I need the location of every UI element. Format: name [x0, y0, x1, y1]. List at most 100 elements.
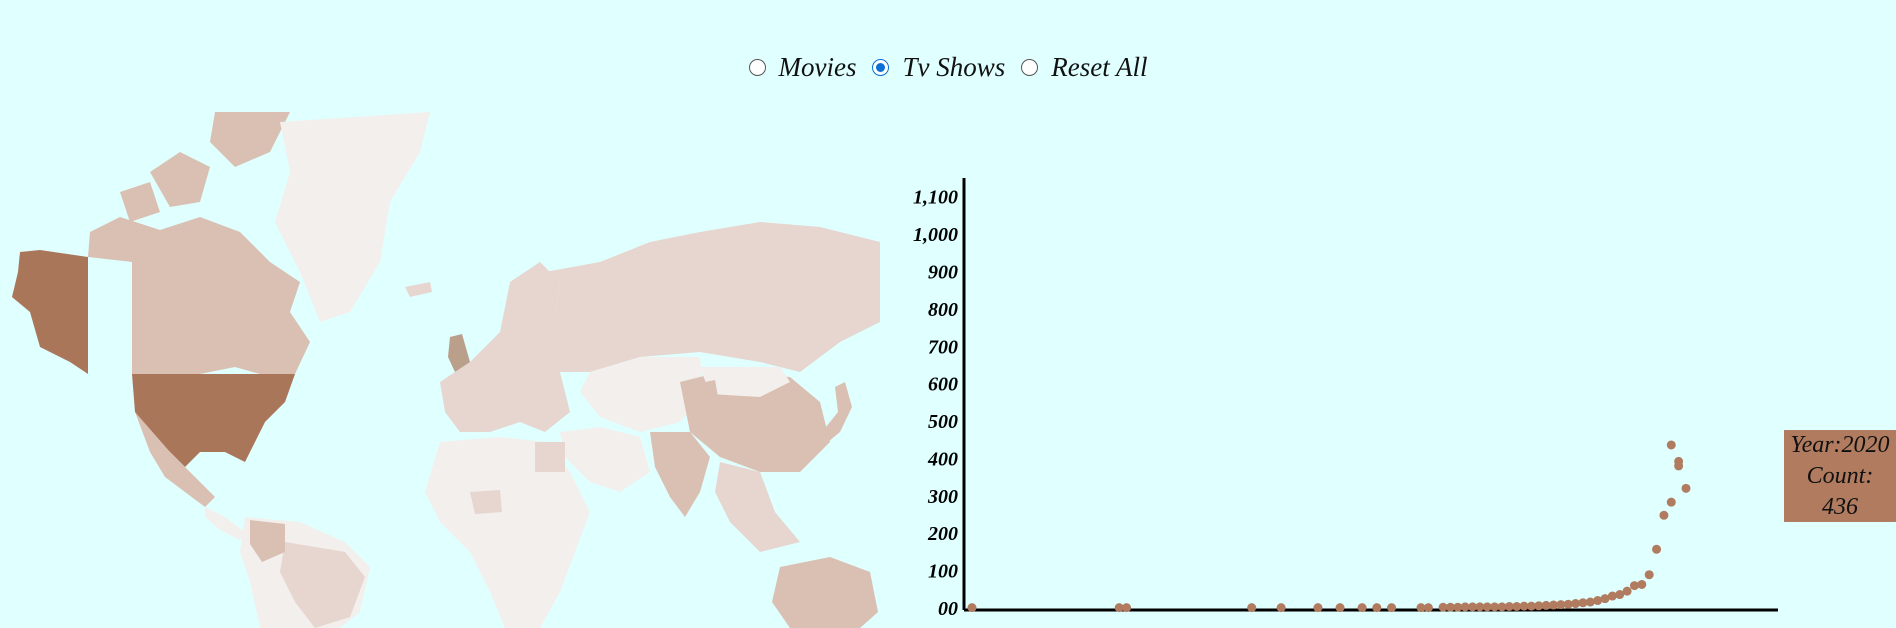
data-point[interactable] — [1247, 603, 1257, 613]
tooltip-year: Year:2020 — [1790, 432, 1890, 458]
data-point[interactable] — [1468, 602, 1478, 612]
data-point[interactable] — [1372, 603, 1382, 613]
reset-all-option[interactable]: Reset All — [1021, 52, 1147, 83]
content-type-selector: Movies Tv Shows Reset All — [0, 52, 1896, 83]
country-alaska[interactable] — [12, 250, 88, 374]
data-point[interactable] — [1475, 602, 1485, 612]
data-point[interactable] — [1593, 596, 1603, 606]
region-africa[interactable] — [425, 437, 590, 628]
data-point[interactable] — [1387, 603, 1397, 613]
country-mongolia[interactable] — [700, 367, 790, 397]
data-point[interactable] — [1460, 602, 1470, 612]
y-tick-label: 00 — [938, 598, 958, 620]
y-tick-label: 900 — [928, 261, 958, 283]
world-map — [12, 112, 880, 628]
country-colombia[interactable] — [250, 520, 285, 562]
data-point[interactable] — [1659, 510, 1669, 520]
region-europe[interactable] — [440, 312, 570, 432]
point-tooltip: Year:2020 Count: 436 — [1784, 430, 1896, 522]
data-point[interactable] — [1534, 601, 1544, 611]
data-point[interactable] — [1416, 603, 1426, 613]
data-point[interactable] — [1585, 597, 1595, 607]
data-point[interactable] — [1122, 603, 1132, 613]
data-point[interactable] — [1519, 601, 1529, 611]
y-tick-label: 100 — [928, 561, 958, 583]
movies-label: Movies — [778, 52, 857, 82]
y-tick-label: 500 — [928, 411, 958, 433]
country-arctic-islands[interactable] — [120, 112, 290, 222]
data-point[interactable] — [1578, 598, 1588, 608]
data-point[interactable] — [1497, 602, 1507, 612]
tv-shows-option[interactable]: Tv Shows — [872, 52, 1005, 83]
data-point[interactable] — [1114, 603, 1124, 613]
data-point[interactable] — [1607, 591, 1617, 601]
data-point[interactable] — [1313, 603, 1323, 613]
country-mexico[interactable] — [135, 412, 215, 507]
y-tick-label: 200 — [927, 523, 958, 545]
region-central-america[interactable] — [205, 507, 245, 540]
data-point[interactable] — [1357, 603, 1367, 613]
data-point[interactable] — [1563, 599, 1573, 609]
tooltip-count-value: 436 — [1822, 494, 1858, 520]
country-egypt[interactable] — [535, 442, 565, 472]
y-axis-ticks: 00 100 200 300 400 500 600 700 800 900 1,000 1,100 — [913, 187, 958, 620]
tv-shows-label: Tv Shows — [902, 52, 1006, 82]
data-point[interactable] — [1526, 601, 1536, 611]
country-japan[interactable] — [822, 382, 852, 442]
data-point[interactable] — [1453, 602, 1463, 612]
data-point[interactable] — [1637, 579, 1647, 589]
country-greenland[interactable] — [275, 112, 430, 322]
data-point[interactable] — [1600, 594, 1610, 604]
y-tick-label: 800 — [928, 299, 958, 321]
movies-radio[interactable] — [748, 59, 766, 76]
data-point[interactable] — [1438, 602, 1448, 612]
data-point[interactable] — [1652, 544, 1662, 554]
country-usa[interactable] — [132, 374, 295, 467]
data-point[interactable] — [967, 603, 977, 613]
data-points — [967, 440, 1691, 613]
y-tick-label: 400 — [927, 448, 958, 470]
country-australia[interactable] — [772, 557, 878, 628]
country-uk[interactable] — [448, 334, 470, 372]
country-new-zealand[interactable] — [705, 380, 718, 402]
movies-option[interactable]: Movies — [748, 52, 857, 83]
y-tick-label: 700 — [928, 336, 958, 358]
data-point[interactable] — [1622, 586, 1632, 596]
data-point[interactable] — [1644, 570, 1654, 580]
data-point[interactable] — [1549, 600, 1559, 610]
data-point[interactable] — [1571, 599, 1581, 609]
country-india[interactable] — [650, 432, 710, 517]
data-point[interactable] — [1335, 603, 1345, 613]
scatter-chart: 00 100 200 300 400 500 600 700 800 900 1,000 1,100 — [913, 178, 1778, 620]
country-scandinavia[interactable] — [500, 262, 560, 332]
country-russia[interactable] — [545, 222, 880, 372]
data-point[interactable] — [1666, 440, 1676, 450]
reset-all-label: Reset All — [1051, 52, 1148, 82]
y-tick-label: 1,000 — [913, 224, 958, 246]
reset-all-radio[interactable] — [1021, 59, 1039, 76]
y-tick-label: 1,100 — [913, 187, 958, 209]
region-southeast-asia[interactable] — [715, 462, 800, 552]
data-point[interactable] — [1423, 603, 1433, 613]
data-point[interactable] — [1504, 602, 1514, 612]
data-point[interactable] — [1674, 456, 1684, 466]
data-point[interactable] — [1615, 590, 1625, 600]
country-iceland[interactable] — [405, 282, 432, 297]
data-point[interactable] — [1556, 600, 1566, 610]
data-point[interactable] — [1681, 483, 1691, 493]
region-middle-east[interactable] — [560, 427, 650, 492]
tooltip-count-label: Count: — [1806, 463, 1874, 489]
country-nigeria[interactable] — [470, 490, 502, 514]
country-canada[interactable] — [88, 217, 310, 374]
tv-shows-radio[interactable] — [872, 59, 890, 76]
data-point[interactable] — [1445, 602, 1455, 612]
data-point[interactable] — [1541, 600, 1551, 610]
data-point[interactable] — [1276, 603, 1286, 613]
region-central-asia[interactable] — [580, 357, 705, 432]
data-point[interactable] — [1629, 581, 1639, 591]
data-point[interactable] — [1666, 497, 1676, 507]
data-point[interactable] — [1490, 602, 1500, 612]
country-brazil[interactable] — [280, 542, 365, 628]
data-point[interactable] — [1512, 602, 1522, 612]
data-point[interactable] — [1482, 602, 1492, 612]
